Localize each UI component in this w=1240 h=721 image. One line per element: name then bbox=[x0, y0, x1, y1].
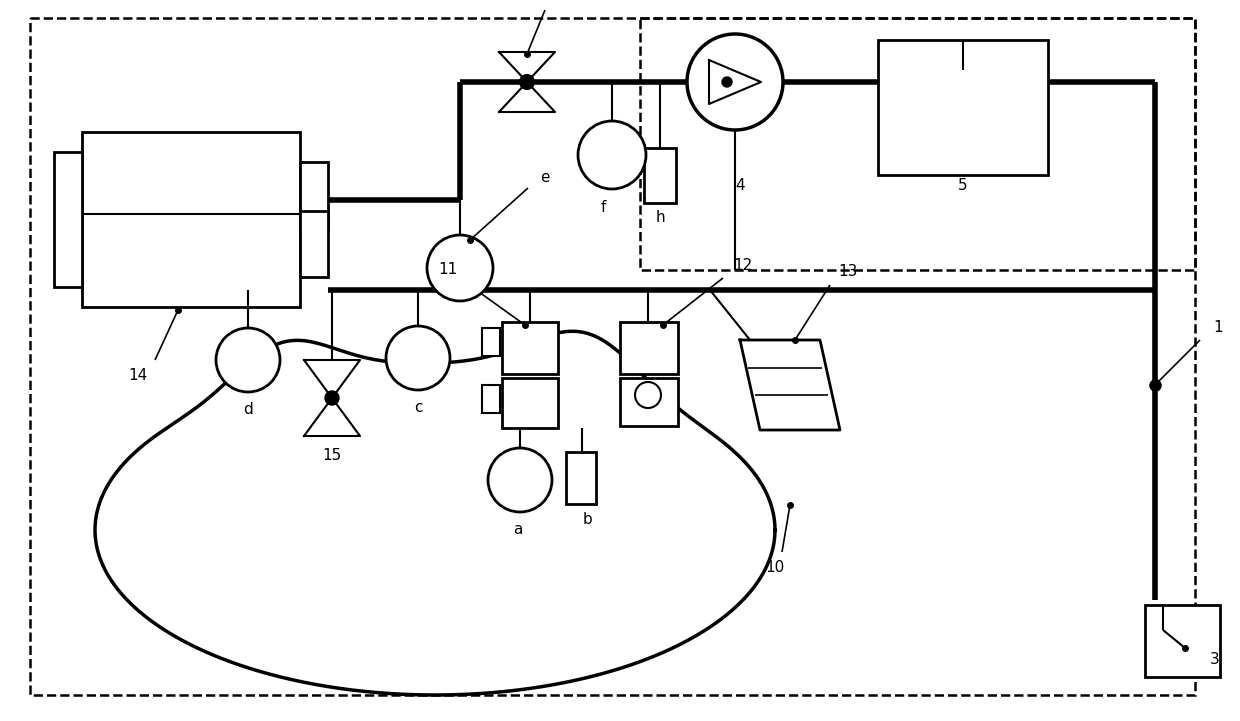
Circle shape bbox=[216, 328, 280, 392]
Circle shape bbox=[687, 34, 782, 130]
Circle shape bbox=[635, 382, 661, 408]
Text: a: a bbox=[513, 523, 523, 537]
Text: 14: 14 bbox=[129, 368, 148, 383]
Bar bbox=[55, 152, 82, 287]
Text: 5: 5 bbox=[959, 177, 967, 193]
Text: f: f bbox=[600, 200, 605, 215]
Bar bbox=[482, 328, 500, 356]
Bar bbox=[82, 132, 300, 307]
Circle shape bbox=[325, 391, 339, 405]
Circle shape bbox=[722, 77, 732, 87]
Circle shape bbox=[578, 121, 646, 189]
Bar bbox=[878, 40, 1048, 175]
Bar bbox=[482, 385, 500, 413]
Text: 16: 16 bbox=[552, 0, 572, 1]
Text: 3: 3 bbox=[1210, 653, 1220, 668]
Text: 13: 13 bbox=[838, 265, 858, 280]
Text: 10: 10 bbox=[765, 560, 785, 575]
Bar bbox=[620, 322, 678, 374]
Circle shape bbox=[489, 448, 552, 512]
Text: e: e bbox=[541, 170, 549, 185]
Bar bbox=[640, 18, 1195, 270]
Bar bbox=[644, 148, 676, 203]
Text: 11: 11 bbox=[439, 262, 458, 278]
Bar bbox=[300, 211, 329, 277]
Bar bbox=[565, 452, 596, 504]
Text: 1: 1 bbox=[1213, 321, 1223, 335]
Text: 4: 4 bbox=[735, 177, 745, 193]
Bar bbox=[1145, 605, 1220, 677]
Bar bbox=[502, 378, 558, 428]
Circle shape bbox=[386, 326, 450, 390]
Circle shape bbox=[427, 235, 494, 301]
Circle shape bbox=[520, 75, 534, 89]
Text: c: c bbox=[414, 400, 423, 415]
Text: h: h bbox=[655, 211, 665, 226]
Text: 12: 12 bbox=[733, 257, 753, 273]
Text: d: d bbox=[243, 402, 253, 417]
Bar bbox=[300, 162, 329, 229]
Bar bbox=[620, 378, 678, 426]
Text: b: b bbox=[582, 513, 591, 528]
Text: 15: 15 bbox=[322, 448, 342, 464]
Bar bbox=[502, 322, 558, 374]
